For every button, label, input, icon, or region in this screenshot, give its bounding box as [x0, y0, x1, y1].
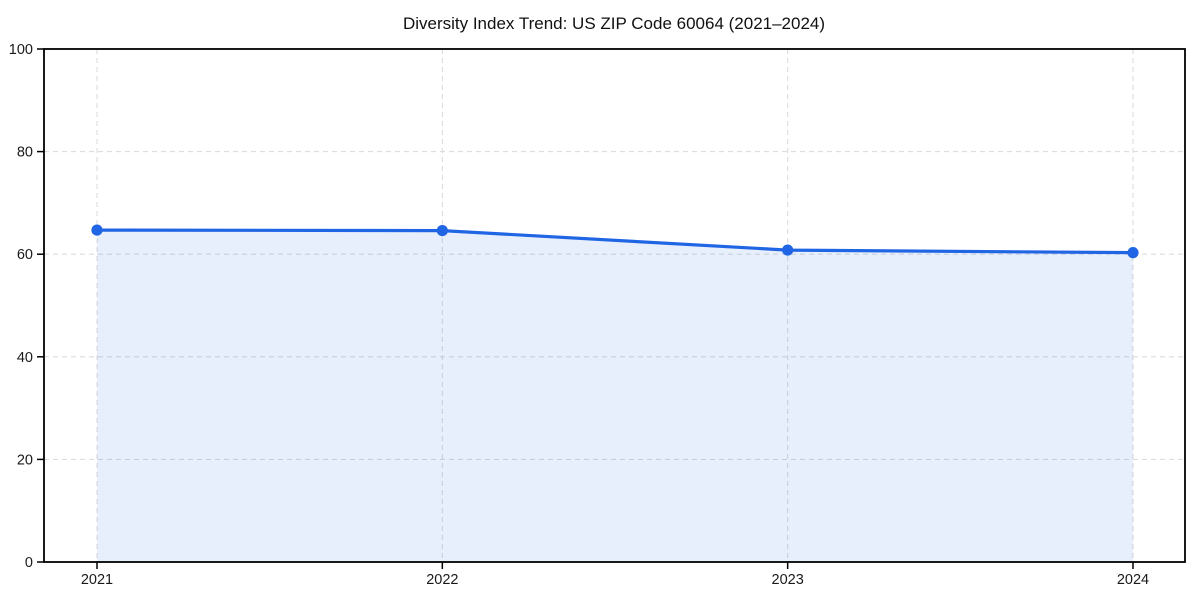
data-point-marker	[1127, 247, 1139, 259]
chart-title: Diversity Index Trend: US ZIP Code 60064…	[403, 14, 825, 33]
data-line	[95, 228, 1135, 255]
plot-border	[43, 48, 1186, 563]
data-point-marker	[436, 225, 448, 237]
x-axis-ticks: 2021 2022 2023 2024	[81, 562, 1149, 588]
y-tick-label: 20	[17, 452, 33, 468]
data-point-marker	[91, 224, 103, 236]
y-axis-ticks: 0 20 40 60 80 100	[9, 42, 44, 571]
y-tick-label: 80	[17, 145, 33, 161]
data-point-marker	[782, 244, 794, 256]
x-tick-label: 2022	[426, 572, 458, 588]
data-points	[91, 224, 1139, 259]
axes-spines	[43, 48, 1186, 563]
trend-line	[95, 228, 1135, 255]
y-tick-label: 60	[17, 247, 33, 263]
y-tick-label: 0	[25, 555, 33, 571]
x-tick-label: 2024	[1117, 572, 1149, 588]
x-tick-label: 2023	[772, 572, 804, 588]
y-tick-label: 100	[9, 42, 33, 58]
area-fill	[97, 230, 1133, 563]
area-fill-shape	[97, 230, 1133, 563]
y-tick-label: 40	[17, 350, 33, 366]
x-tick-label: 2021	[81, 572, 113, 588]
